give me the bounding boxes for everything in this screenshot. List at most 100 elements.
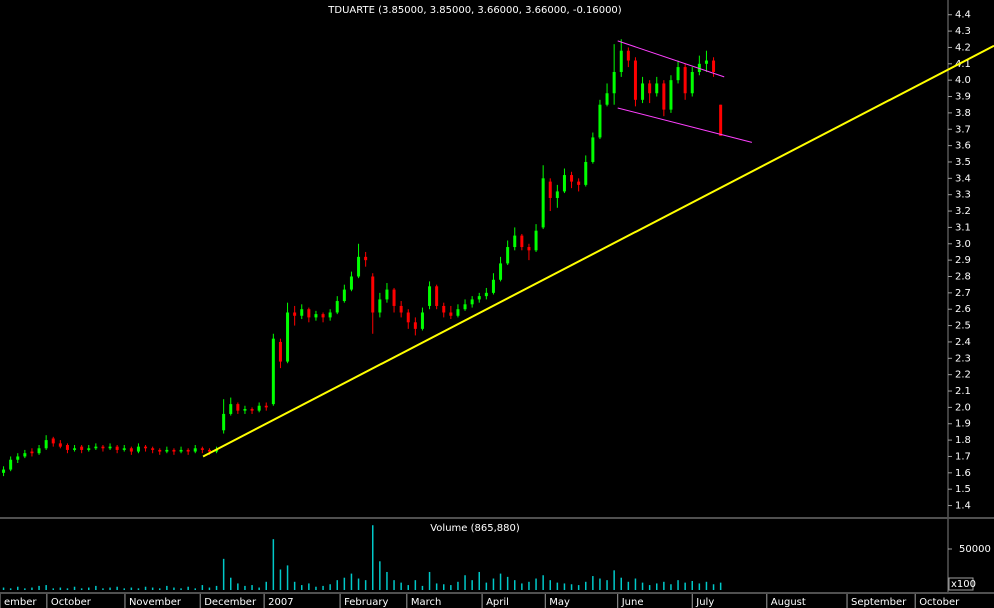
candle-body [527,247,531,251]
volume-bar [59,587,62,590]
volume-bar [244,585,246,590]
candle-body [385,289,389,300]
volume-bar [258,587,260,590]
candle-body [349,276,353,290]
volume-bar [343,577,346,590]
candle-body [115,446,119,450]
candle-body [392,289,396,306]
candle-body [463,304,467,310]
candle-body [307,309,311,318]
y-tick-label: 1.8 [955,435,971,446]
candle-body [186,449,190,452]
candle-body [406,312,410,323]
candle-body [428,286,432,306]
candle-body [108,446,112,449]
x-tick-label: September [851,597,907,608]
y-tick-label: 2.2 [955,370,971,381]
volume-bar [471,580,473,590]
y-tick-label: 2.7 [955,288,971,299]
y-tick-label: 3.5 [955,157,971,168]
candle-body [626,50,630,61]
candle-body [641,83,645,100]
candle-body [243,409,247,411]
volume-bar [521,583,523,590]
volume-bar [414,580,417,590]
candle-body [591,137,595,162]
volume-bar [144,586,147,590]
y-tick-label: 3.9 [955,92,971,103]
candle-body [633,60,637,100]
y-tick-label: 1.6 [955,468,971,479]
volume-bar [663,581,665,590]
y-tick-label: 2.1 [955,386,971,397]
candle-body [435,286,439,306]
candle-body [222,413,226,431]
volume-bar [677,580,679,590]
volume-bar [109,587,111,590]
volume-bar [265,581,267,590]
candle-body [122,448,126,450]
volume-title: Volume (865,880) [430,523,520,534]
y-tick-label: 3.7 [955,124,971,135]
candle-body [73,448,77,450]
candle-body [151,448,155,450]
candle-body [293,312,297,316]
trend-line [617,40,725,78]
volume-bar [457,581,459,590]
volume-bar [585,581,587,590]
volume-bar [563,583,566,590]
volume-bar [73,586,76,590]
candle-body [264,405,268,408]
volume-bar [634,578,637,590]
x-tick-label: November [129,597,182,608]
volume-bar [301,585,303,590]
volume-bar [705,581,708,590]
volume-bar [712,584,715,590]
y-tick-label: 1.9 [955,419,971,430]
candle-body [207,449,211,452]
volume-bar [173,587,175,590]
candle-body [94,446,98,449]
volume-bar [151,587,154,590]
volume-bar [230,577,232,590]
volume-bar [485,582,488,590]
candle-body [51,438,55,444]
volume-bar [691,580,693,590]
volume-bar [66,588,69,590]
candle-body [271,338,275,405]
candle-body [321,314,325,318]
volume-bar [428,571,431,590]
candle-body [179,449,183,452]
y-tick-label: 4.4 [955,10,971,21]
candle-body [250,409,254,411]
candle-body [619,50,623,72]
candle-body [541,178,545,228]
volume-bar [38,585,40,590]
candle-body [562,175,566,192]
candle-body [371,276,375,313]
y-tick-label: 3.1 [955,222,971,233]
volume-bar [251,585,253,590]
volume-bar [31,587,33,590]
candle-body [9,459,13,470]
volume-bar [549,580,551,590]
candle-body [534,230,538,251]
volume-bar [443,584,445,590]
volume-bar [322,585,324,590]
candle-body [584,161,588,185]
volume-bar [535,578,537,590]
candle-body [314,314,318,318]
candle-body [23,453,27,457]
y-tick-label: 3.4 [955,173,971,184]
volume-bar [606,580,608,590]
candle-body [193,448,197,452]
candle-body [697,63,701,72]
volume-bar [95,585,97,590]
y-tick-label: 2.3 [955,353,971,364]
volume-bar [620,577,622,590]
candle-body [2,469,6,473]
candle-body [420,312,424,329]
candle-body [44,440,48,449]
volume-bar [279,569,282,590]
